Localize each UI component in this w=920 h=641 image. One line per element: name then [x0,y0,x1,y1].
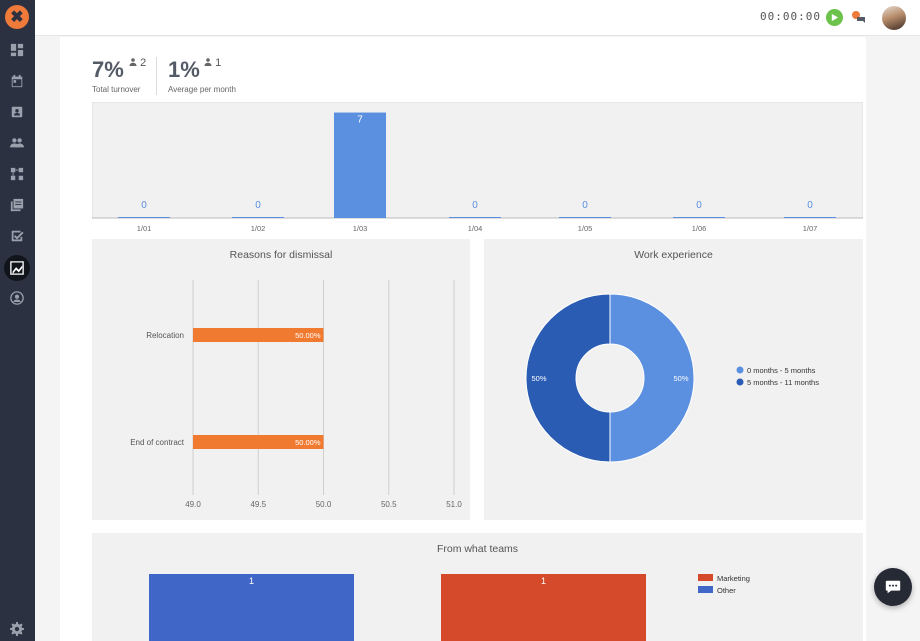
bar[interactable] [232,217,284,218]
legend-marker [698,586,713,593]
kpi-label: Total turnover [92,85,141,94]
data-label: 50% [673,374,688,383]
x-tick-label: 49.0 [185,500,201,509]
x-tick-label: 1/04 [468,224,483,233]
reports-icon[interactable] [4,255,30,281]
bar[interactable] [449,217,501,218]
bar[interactable] [441,574,646,641]
legend-marker [736,378,744,386]
work-experience-card: Work experience 50% 50% 0 months - 5 month… [484,239,863,520]
tasks-icon[interactable] [9,228,25,244]
person-icon [204,58,212,66]
x-tick-label: 1/06 [692,224,707,233]
chart-plot-area [92,102,863,219]
x-tick-label: 1/02 [251,224,266,233]
data-label: 1 [249,576,254,586]
chat-button[interactable] [874,568,912,606]
kpi-count: 1 [204,57,221,69]
chat-icon [885,580,901,594]
legend-label: Marketing [717,574,750,583]
person-icon [129,58,137,66]
data-label: 0 [582,200,588,211]
bar[interactable] [193,435,324,449]
timer-display: 00:00:00 [760,10,821,23]
bar[interactable] [118,217,170,218]
category-label: End of contract [130,438,185,447]
report-panel: 7% 2 Total turnover 1% 1 Average per mon… [60,37,866,641]
data-label: 0 [255,200,261,211]
x-tick-label: 49.5 [250,500,266,509]
x-tick-label: 1/03 [353,224,368,233]
data-label: 0 [807,200,813,211]
card-title: Work experience [634,249,713,261]
pie-slice[interactable] [609,293,695,463]
legend-marker [736,366,744,374]
monthly-turnover-chart: 0 1/01 0 1/02 7 1/03 0 1/04 0 1/05 0 1/06 0 1/07 [92,102,863,233]
teams-card: From what teams 1 1 Marketing Other [92,533,863,641]
legend-label: 0 months - 5 months [747,366,816,375]
bar[interactable] [559,217,611,218]
kpi-total-turnover: 7% 2 Total turnover [92,57,146,94]
contacts-icon[interactable] [9,104,25,120]
bar[interactable] [784,217,836,218]
x-tick-label: 51.0 [446,500,462,509]
legend-label: 5 months - 11 months [747,378,819,387]
data-label: 50% [531,374,546,383]
x-tick-label: 50.0 [316,500,332,509]
dismissal-reasons-chart: 49.0 49.5 50.0 50.5 51.0 50.00% Relocation 50.0… [130,280,462,509]
work-experience-chart: 50% 50% 0 months - 5 months 5 months - 11 m… [525,293,819,463]
card-title: From what teams [436,543,519,555]
x-tick-label: 1/07 [803,224,818,233]
kpi-average-per-month: 1% 1 Average per month [168,57,236,94]
documents-icon[interactable] [9,197,25,213]
top-header: 00:00:00 [35,0,920,36]
bar[interactable] [673,217,725,218]
kpi-count: 2 [129,57,146,69]
data-label: 7 [357,115,363,126]
data-label: 0 [696,200,702,211]
data-label: 0 [472,200,478,211]
dashboard-icon[interactable] [9,42,25,58]
data-label: 0 [141,200,147,211]
bar[interactable] [149,574,354,641]
data-label: 50.00% [295,438,321,447]
kpi-value: 7% [92,57,124,82]
calendar-icon[interactable] [9,73,25,89]
data-label: 1 [541,576,546,586]
settings-icon[interactable] [9,621,25,637]
teams-chart: 1 1 Marketing Other [149,574,750,641]
app-logo[interactable]: ✖ [5,5,29,29]
data-label: 50.00% [295,331,321,340]
legend-marker [698,574,713,581]
sidebar: ✖ [0,0,35,641]
profile-icon[interactable] [9,290,25,306]
kpi-divider [156,57,157,95]
x-tick-label: 50.5 [381,500,397,509]
card-title: Reasons for dismissal [229,249,333,261]
bar[interactable] [193,328,324,342]
kpi-count-value: 2 [140,57,147,69]
pie-slice[interactable] [525,293,611,463]
play-icon[interactable] [826,9,843,26]
notification-icon[interactable] [850,9,866,25]
legend-label: Other [717,586,736,595]
kpi-label: Average per month [168,85,236,94]
bar[interactable] [334,112,386,218]
user-avatar[interactable] [882,6,906,30]
dismissal-reasons-card: Reasons for dismissal 49.0 49.5 50.0 50.5 51… [92,239,470,520]
x-tick-label: 1/01 [137,224,152,233]
team-icon[interactable] [9,135,25,151]
kpi-count-value: 1 [215,57,222,69]
x-tick-label: 1/05 [578,224,593,233]
category-label: Relocation [146,331,184,340]
kpi-value: 1% [168,57,200,82]
structure-icon[interactable] [9,166,25,182]
